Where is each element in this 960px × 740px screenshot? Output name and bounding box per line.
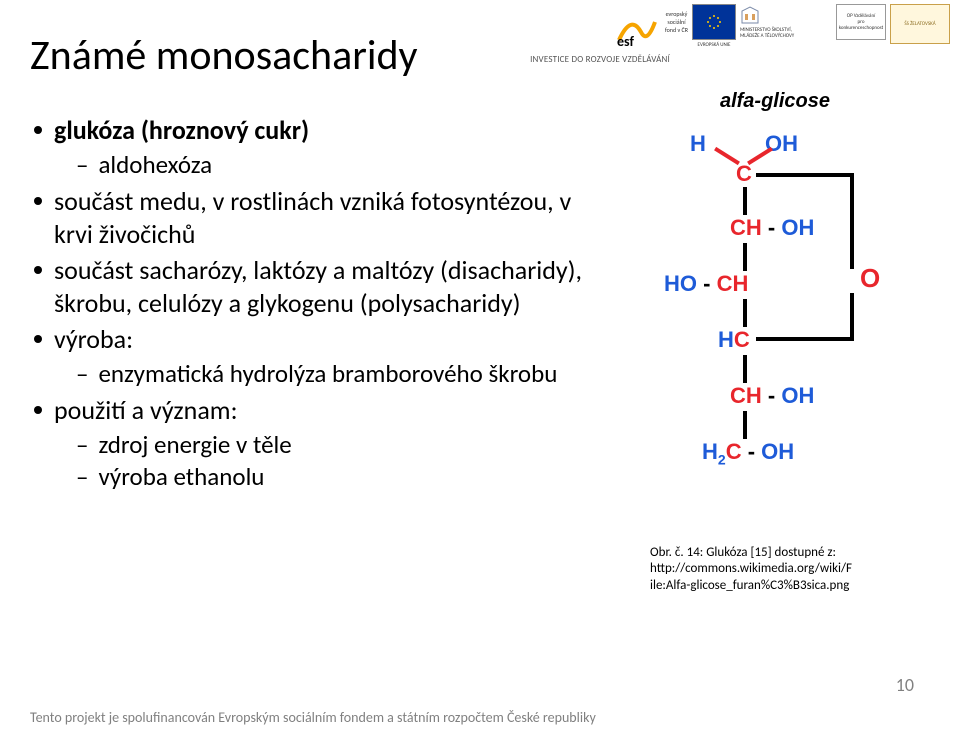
page-number: 10 <box>896 674 914 696</box>
logo-eu: EVROPSKÁ UNIE <box>692 4 736 48</box>
subbullet-energie-text: zdroj energie v těle <box>98 429 291 462</box>
bullet-dot-icon <box>34 197 42 205</box>
esf-line3: fond v ČR <box>665 26 688 34</box>
investice-line: INVESTICE DO ROZVOJE VZDĚLÁVÁNÍ <box>530 54 670 65</box>
atom-row6: H2C - OH <box>702 439 794 467</box>
dash-icon: – <box>76 429 88 462</box>
bullet-dot-icon <box>34 266 42 274</box>
dash-icon: – <box>76 149 88 182</box>
atom-O: O <box>860 263 880 294</box>
bullet-dot-icon <box>34 126 42 134</box>
atom-row3: HO - CH <box>664 271 748 297</box>
page-title: Známé monosacharidy <box>30 30 418 81</box>
logo-msmt: MINISTERSTVO ŠKOLSTVÍ, MLÁDEŽE A TĚLOVÝC… <box>740 4 832 40</box>
op-line2: pro konkurenceschopnost <box>837 19 885 31</box>
bullet-pouziti: použití a význam: <box>34 394 594 427</box>
atom-row4: HC <box>718 327 750 353</box>
bullet-sacharozy-text: součást sacharózy, laktózy a maltózy (di… <box>54 254 594 319</box>
dash-icon: – <box>76 358 88 391</box>
bond-c3-c4 <box>743 299 747 327</box>
bullet-pouziti-text: použití a význam: <box>54 394 238 427</box>
glucose-figure: alfa-glicose H OH C CH - OH HO - CH HC C… <box>640 90 910 511</box>
bullet-dot-icon <box>34 335 42 343</box>
bullet-dot-icon <box>34 406 42 414</box>
atom-C1: C <box>736 161 752 187</box>
bond-o-top <box>756 173 854 177</box>
bond-c1-c2 <box>743 187 747 215</box>
subbullet-aldohexoza: – aldohexóza <box>76 149 594 182</box>
logo-op: OP Vzdělávání pro konkurenceschopnost <box>836 4 886 40</box>
msmt-line2: MLÁDEŽE A TĚLOVÝCHOVY <box>740 33 794 39</box>
eu-label: EVROPSKÁ UNIE <box>698 42 731 48</box>
atom-OH-top: OH <box>765 131 798 157</box>
subbullet-ethanol-text: výroba ethanolu <box>98 461 264 494</box>
bullet-glukoza-text: glukóza (hroznový cukr) <box>54 114 309 147</box>
school-label: ŠS ŽELATOVSKÁ <box>904 21 935 27</box>
figure-caption: Obr. č. 14: Glukóza [15] dostupné z: htt… <box>650 545 910 594</box>
logo-esf: esf <box>613 4 661 52</box>
esf-line2: sociální <box>667 18 685 26</box>
caption-line2: http://commons.wikimedia.org/wiki/F <box>650 561 910 577</box>
bond-o-vert-bot <box>850 293 854 339</box>
bullet-glukoza: glukóza (hroznový cukr) <box>34 114 594 147</box>
bullet-med-text: součást medu, v rostlinách vzniká fotosy… <box>54 185 594 250</box>
caption-line3: ile:Alfa-glicose_furan%C3%B3sica.png <box>650 578 910 594</box>
logo-school: ŠS ŽELATOVSKÁ <box>890 4 950 44</box>
figure-title: alfa-glicose <box>640 90 910 113</box>
logo-strip: esf evropský sociální fond v ČR EVROPSKÁ… <box>613 4 950 52</box>
bond-o-bot <box>756 337 854 341</box>
esf-line1: evropský <box>666 10 688 18</box>
subbullet-hydrolyza-text: enzymatická hydrolýza bramborového škrob… <box>98 358 557 391</box>
bond-c2-c3 <box>743 243 747 271</box>
dash-icon: – <box>76 461 88 494</box>
bullet-sacharozy: součást sacharózy, laktózy a maltózy (di… <box>34 254 594 319</box>
glucose-structure: H OH C CH - OH HO - CH HC CH - OH <box>660 131 890 511</box>
bond-c4-c5 <box>743 355 747 383</box>
bond-o-vert-top <box>850 173 854 269</box>
subbullet-ethanol: – výroba ethanolu <box>76 461 594 494</box>
atom-H-top: H <box>690 131 706 157</box>
subbullet-hydrolyza: – enzymatická hydrolýza bramborového škr… <box>76 358 594 391</box>
caption-line1: Obr. č. 14: Glukóza [15] dostupné z: <box>650 545 910 561</box>
atom-row5: CH - OH <box>730 383 814 409</box>
bullet-vyroba: výroba: <box>34 323 594 356</box>
bond-c5-c6 <box>743 411 747 439</box>
subbullet-aldohexoza-text: aldohexóza <box>98 149 212 182</box>
atom-row2: CH - OH <box>730 215 814 241</box>
logo-esf-text: evropský sociální fond v ČR <box>665 10 688 34</box>
subbullet-energie: – zdroj energie v těle <box>76 429 594 462</box>
bullet-vyroba-text: výroba: <box>54 323 133 356</box>
footer-text: Tento projekt je spolufinancován Evropsk… <box>30 709 596 726</box>
bullet-content: glukóza (hroznový cukr) – aldohexóza sou… <box>34 110 594 494</box>
bullet-med: součást medu, v rostlinách vzniká fotosy… <box>34 185 594 250</box>
svg-text:esf: esf <box>617 33 635 50</box>
